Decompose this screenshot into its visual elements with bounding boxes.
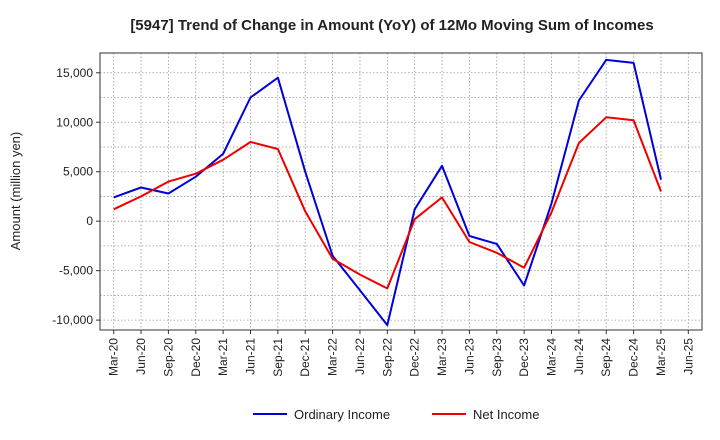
x-tick-label: Mar-20	[107, 338, 121, 376]
legend-label-net-income: Net Income	[473, 407, 539, 422]
plot-frame	[99, 52, 703, 331]
x-tick-label: Jun-21	[244, 338, 258, 375]
y-axis-ticks: -10,000 -5,000 0 5,000 10,000 15,000	[52, 66, 100, 327]
y-tick-label: 0	[86, 214, 93, 228]
x-tick-label: Jun-24	[572, 338, 586, 375]
y-tick-label: -10,000	[52, 313, 93, 327]
series-line-net-income	[113, 116, 662, 290]
x-tick-label: Dec-21	[298, 338, 312, 377]
legend-label-ordinary-income: Ordinary Income	[294, 407, 390, 422]
x-tick-label: Jun-25	[681, 338, 695, 375]
y-tick-label: 15,000	[56, 66, 93, 80]
x-tick-label: Sep-20	[161, 338, 175, 377]
x-tick-label: Sep-21	[271, 338, 285, 377]
legend: Ordinary Income Net Income	[253, 407, 539, 422]
series-layer	[113, 58, 662, 327]
y-tick-label: -5,000	[59, 264, 93, 278]
y-tick-label: 5,000	[63, 165, 93, 179]
x-axis-ticks: Mar-20 Jun-20 Sep-20 Dec-20 Mar-21 Jun-21 Sep-…	[107, 330, 695, 377]
x-tick-label: Mar-22	[326, 338, 340, 376]
x-tick-label: Dec-20	[189, 338, 203, 377]
x-tick-label: Sep-22	[380, 338, 394, 377]
x-tick-label: Jun-23	[462, 338, 476, 375]
x-tick-label: Jun-20	[134, 338, 148, 375]
x-tick-label: Sep-23	[490, 338, 504, 377]
x-tick-label: Sep-24	[599, 338, 613, 377]
grid-layer	[100, 53, 702, 330]
x-tick-label: Jun-22	[353, 338, 367, 375]
x-tick-label: Dec-24	[627, 338, 641, 377]
x-tick-label: Mar-24	[545, 338, 559, 376]
x-tick-label: Dec-22	[408, 338, 422, 377]
x-tick-label: Mar-25	[654, 338, 668, 376]
y-tick-label: 10,000	[56, 115, 93, 129]
chart-title: [5947] Trend of Change in Amount (YoY) o…	[130, 17, 653, 34]
x-tick-label: Mar-21	[216, 338, 230, 376]
x-tick-label: Dec-23	[517, 338, 531, 377]
x-tick-label: Mar-23	[435, 338, 449, 376]
y-axis-label: Amount (million yen)	[8, 132, 23, 251]
